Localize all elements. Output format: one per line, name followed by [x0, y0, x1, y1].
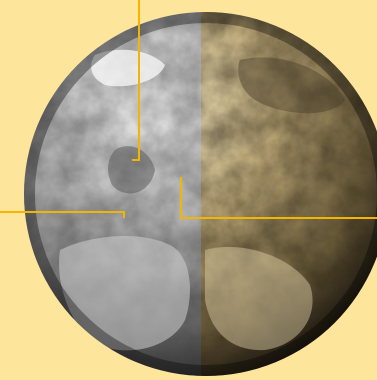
leader-line-left — [0, 211, 125, 218]
leader-line-top — [132, 0, 140, 161]
leader-lines — [0, 0, 377, 219]
leader-line-right — [180, 177, 377, 219]
